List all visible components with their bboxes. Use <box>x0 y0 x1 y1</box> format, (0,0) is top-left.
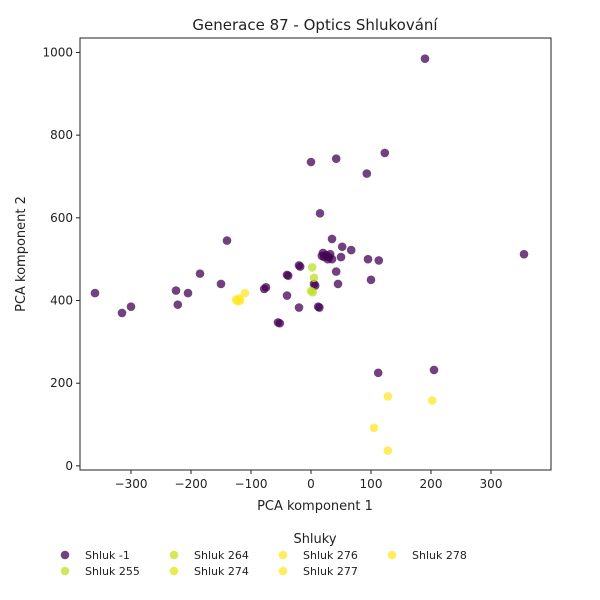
legend-marker <box>169 550 179 560</box>
data-point <box>90 288 100 298</box>
legend: Shluk -1 Shluk 255 Shluk 264 Shluk 274 Shluk… <box>60 549 467 578</box>
legend-title: Shluky <box>293 532 336 547</box>
data-point <box>234 294 244 303</box>
data-point <box>327 234 337 244</box>
data-point <box>275 318 285 328</box>
data-point <box>374 256 384 265</box>
data-point <box>373 368 383 378</box>
legend-item: Shluk 264 <box>169 549 249 562</box>
data-point <box>333 279 343 289</box>
data-point <box>294 303 304 312</box>
legend-label: Shluk 255 <box>85 565 140 578</box>
y-tick-label: 600 <box>50 211 73 225</box>
data-point <box>216 279 226 289</box>
plot-frame <box>79 37 552 471</box>
legend-label: Shluk 276 <box>303 549 358 562</box>
data-point <box>325 249 335 259</box>
legend-item: Shluk 276 <box>278 549 358 562</box>
data-points <box>90 54 529 455</box>
data-point <box>282 291 292 300</box>
data-point <box>337 242 347 252</box>
data-point <box>306 157 316 167</box>
legend-label: Shluk 274 <box>194 565 249 578</box>
x-tick-label: −300 <box>115 477 148 491</box>
data-point <box>315 208 325 218</box>
x-tick-label: 0 <box>307 477 315 491</box>
x-tick-label: 200 <box>420 477 443 491</box>
data-point <box>380 148 390 158</box>
x-tick-label: 100 <box>360 477 383 491</box>
data-point <box>222 236 232 245</box>
legend-item: Shluk 274 <box>169 565 249 578</box>
data-point <box>317 251 327 261</box>
y-tick-label: 800 <box>50 128 73 142</box>
x-axis-label: PCA komponent 1 <box>257 499 373 514</box>
data-point <box>117 308 127 318</box>
y-tick-label: 0 <box>65 459 73 473</box>
legend-marker <box>278 550 288 560</box>
data-point <box>369 423 379 433</box>
data-point <box>362 169 372 178</box>
data-point <box>429 365 439 375</box>
data-point <box>331 267 341 276</box>
y-axis-label: PCA komponent 2 <box>14 196 29 312</box>
legend-label: Shluk 264 <box>194 549 249 562</box>
data-point <box>240 288 250 298</box>
x-axis-ticks: −300 −200 −100 0 100 200 300 <box>115 470 503 491</box>
legend-marker <box>60 566 70 576</box>
x-tick-label: −100 <box>235 477 268 491</box>
data-point <box>307 263 317 272</box>
y-tick-label: 400 <box>50 294 73 308</box>
legend-label: Shluk -1 <box>85 549 130 562</box>
data-point <box>383 392 393 401</box>
legend-item: Shluk 278 <box>387 549 467 562</box>
data-point <box>171 286 181 295</box>
x-tick-label: 300 <box>480 477 503 491</box>
legend-item: Shluk -1 <box>60 549 130 562</box>
data-point <box>195 269 205 278</box>
legend-marker <box>387 550 397 560</box>
legend-label: Shluk 277 <box>303 565 358 578</box>
data-point <box>519 249 529 259</box>
data-point <box>346 245 356 255</box>
chart-title: Generace 87 - Optics Shlukování <box>192 16 438 34</box>
data-point <box>315 303 324 312</box>
data-point <box>427 396 437 405</box>
y-tick-label: 1000 <box>42 45 73 59</box>
data-point <box>309 273 319 283</box>
data-point <box>331 154 341 164</box>
data-point <box>295 262 305 271</box>
data-point <box>308 287 318 297</box>
y-axis-ticks: 0 200 400 600 800 1000 <box>42 45 80 473</box>
data-point <box>420 54 430 63</box>
legend-item: Shluk 277 <box>278 565 358 578</box>
x-tick-label: −200 <box>175 477 208 491</box>
data-point <box>366 275 376 285</box>
data-point <box>383 446 393 455</box>
data-point <box>126 302 136 312</box>
y-tick-label: 200 <box>50 376 73 390</box>
data-point <box>283 271 293 281</box>
data-point <box>183 288 193 298</box>
legend-marker <box>60 550 70 560</box>
data-point <box>336 252 346 262</box>
data-point <box>259 284 269 294</box>
legend-marker <box>169 566 179 576</box>
data-point <box>363 254 373 264</box>
legend-label: Shluk 278 <box>412 549 467 562</box>
legend-item: Shluk 255 <box>60 565 140 578</box>
data-point <box>173 300 183 309</box>
legend-marker <box>278 566 288 576</box>
